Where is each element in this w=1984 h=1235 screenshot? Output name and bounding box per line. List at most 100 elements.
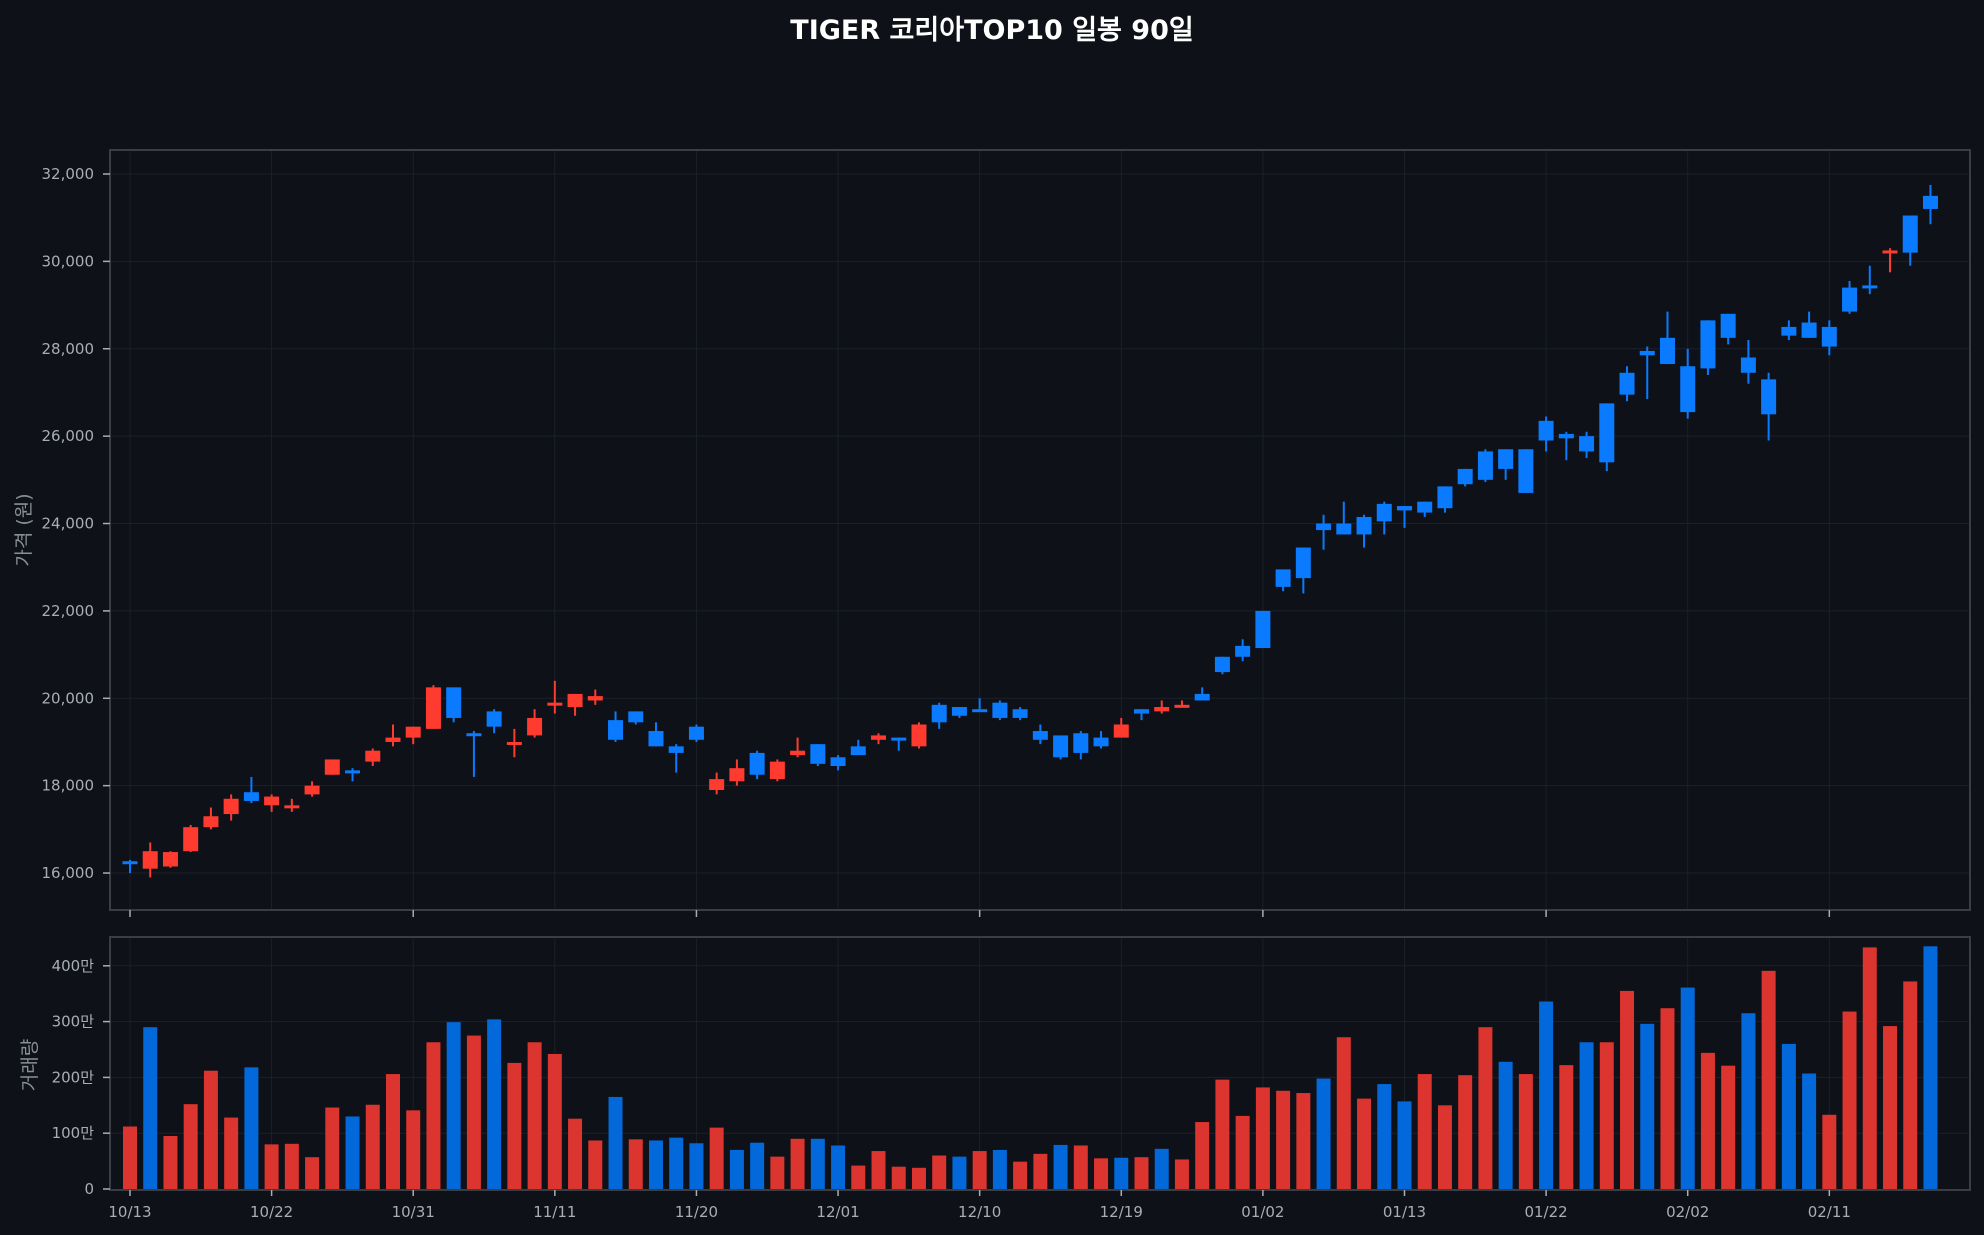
volume-bar <box>183 1104 198 1189</box>
volume-bar <box>1235 1115 1250 1189</box>
y-tick-label: 18,000 <box>42 777 95 795</box>
x-tick-label: 12/01 <box>816 1203 859 1221</box>
volume-bar <box>911 1167 926 1189</box>
candle-body <box>1680 366 1696 413</box>
volume-bar <box>729 1149 744 1189</box>
volume-bar <box>1276 1090 1291 1189</box>
volume-bar <box>1114 1157 1129 1189</box>
candle-body <box>931 704 947 723</box>
candle-body <box>1821 326 1837 347</box>
volume-bar <box>1883 1026 1898 1189</box>
candle-body <box>951 707 967 716</box>
volume-bar <box>1033 1153 1048 1189</box>
x-tick-label: 01/02 <box>1241 1203 1284 1221</box>
volume-bar <box>1094 1158 1109 1189</box>
volume-bar <box>1357 1098 1372 1189</box>
x-tick-label: 11/20 <box>675 1203 718 1221</box>
candle-body <box>1113 724 1129 738</box>
candle-body <box>162 852 178 867</box>
candle-body <box>871 735 887 740</box>
x-tick-label: 02/02 <box>1666 1203 1709 1221</box>
volume-bar <box>1134 1157 1149 1189</box>
candle-body <box>1336 523 1352 535</box>
candle-body <box>1659 337 1675 365</box>
candle-body <box>1882 250 1898 254</box>
candle-body <box>506 741 522 745</box>
candle-body <box>183 827 199 852</box>
candle-body <box>1922 195 1938 209</box>
volume-bar <box>1397 1101 1412 1189</box>
candle-body <box>1761 379 1777 415</box>
x-axis: 10/13 10/22 10/31 11/11 11/20 12/01 12/10 12/19… <box>108 910 1851 1221</box>
volume-bar <box>446 1022 461 1189</box>
volume-bar <box>123 1126 137 1189</box>
volume-bar <box>932 1155 947 1189</box>
volume-bar <box>203 1070 218 1189</box>
volume-bar <box>1640 1023 1655 1189</box>
y-tick-label: 26,000 <box>42 427 95 445</box>
candle-body <box>1214 656 1230 673</box>
x-tick-label: 10/13 <box>108 1203 151 1221</box>
candle-body <box>1134 709 1149 714</box>
volume-y-axis: 0 100만 200만 300만 400만 <box>52 957 110 1198</box>
volume-bar <box>750 1142 765 1189</box>
volume-bar <box>1700 1052 1715 1189</box>
candle-body <box>1842 287 1858 312</box>
candle-body <box>203 816 219 828</box>
volume-bar <box>1437 1105 1452 1189</box>
candle-body <box>1619 372 1635 395</box>
volume-bar <box>1599 1042 1614 1189</box>
y-tick-label: 0 <box>84 1180 94 1198</box>
y-tick-label: 22,000 <box>42 602 95 620</box>
candle-body <box>992 702 1008 718</box>
y-tick-label: 32,000 <box>42 165 95 183</box>
volume-bar <box>1620 990 1635 1189</box>
candle-body <box>345 770 361 774</box>
volume-bar <box>1903 981 1918 1189</box>
volume-bar <box>992 1149 1007 1189</box>
volume-bar <box>305 1157 320 1189</box>
candle-body <box>1376 503 1392 522</box>
candle-body <box>628 711 644 723</box>
volume-bar <box>1518 1074 1533 1189</box>
candle-body <box>264 796 280 806</box>
y-tick-label: 100만 <box>52 1124 95 1142</box>
candle-body <box>1194 693 1210 701</box>
volume-bar <box>770 1156 785 1189</box>
y-tick-label: 30,000 <box>42 252 95 270</box>
candle-body <box>1235 645 1251 657</box>
volume-bar <box>1478 1027 1493 1189</box>
y-tick-label: 20,000 <box>42 689 95 707</box>
volume-bar <box>325 1107 340 1189</box>
volume-bar <box>507 1062 522 1189</box>
volume-bar <box>527 1042 542 1189</box>
volume-bar <box>628 1139 643 1189</box>
candle-body <box>850 746 866 756</box>
volume-bar <box>1013 1161 1028 1189</box>
volume-bar <box>1296 1093 1311 1189</box>
candle-body <box>1255 610 1271 649</box>
volume-bar <box>1842 1011 1857 1189</box>
volume-bar <box>385 1074 400 1189</box>
volume-bars <box>123 946 1938 1189</box>
candle-body <box>1396 506 1412 511</box>
candle-body <box>1902 215 1918 253</box>
candle-body <box>284 805 300 809</box>
candle-body <box>1437 486 1453 509</box>
volume-bar <box>810 1138 825 1189</box>
candle-body <box>1639 350 1655 356</box>
candle-body <box>668 746 684 753</box>
candle-body <box>1740 357 1756 373</box>
candle-body <box>1801 322 1817 338</box>
volume-bar <box>790 1138 805 1189</box>
volume-bar <box>1174 1159 1189 1189</box>
candle-body <box>223 798 239 815</box>
x-tick-label: 12/19 <box>1100 1203 1143 1221</box>
volume-bar <box>952 1156 967 1189</box>
volume-bar <box>709 1127 724 1189</box>
volume-bar <box>1579 1042 1594 1189</box>
volume-bar <box>608 1096 623 1189</box>
volume-bar <box>1923 946 1938 1189</box>
candle-body <box>1862 285 1878 289</box>
